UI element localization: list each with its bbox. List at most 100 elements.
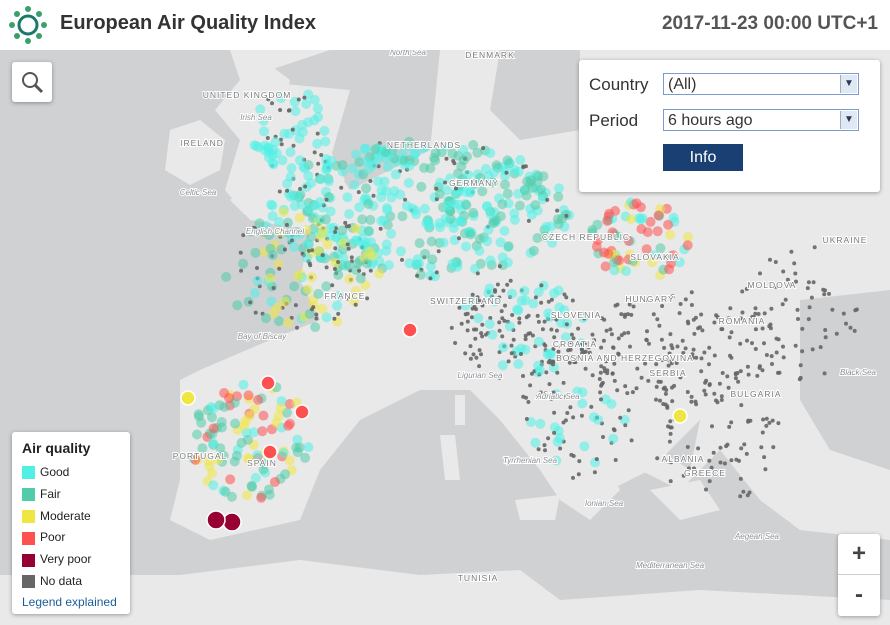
zoom-control: + - (838, 534, 880, 616)
station-dot (599, 364, 604, 369)
station-dot (699, 312, 704, 317)
station-dot (303, 117, 314, 128)
station-dot (441, 142, 452, 152)
station-dot (528, 298, 539, 309)
station-dot (707, 479, 712, 484)
station-dot (449, 325, 454, 330)
station-dot (742, 442, 747, 447)
station-dot (520, 344, 531, 355)
station-dot (744, 287, 749, 291)
period-select[interactable]: 6 hours ago ▼ (663, 109, 859, 131)
logo (9, 6, 47, 44)
station-dot (644, 338, 649, 343)
station-dot (533, 336, 544, 347)
station-dot (440, 213, 451, 224)
station-dot (507, 288, 518, 299)
station-dot (302, 252, 313, 263)
station-dot (563, 395, 568, 399)
station-dot (726, 385, 731, 390)
station-dot (220, 486, 231, 497)
station-dot (316, 161, 321, 166)
station-dot (805, 286, 810, 291)
station-dot (371, 193, 376, 198)
country-select[interactable]: (All) ▼ (663, 73, 859, 95)
station-dot (345, 242, 350, 247)
station-dot (266, 199, 277, 210)
station-dot (576, 326, 581, 331)
zoom-in[interactable]: + (838, 534, 880, 575)
station-dot (542, 443, 547, 448)
station-dot (580, 351, 585, 356)
station-dot (668, 212, 679, 223)
station-dot (374, 268, 385, 279)
station-dot (333, 246, 338, 251)
station-dot (675, 344, 680, 349)
station-dot (585, 341, 590, 346)
station-dot (569, 332, 574, 337)
station-dot (203, 455, 214, 466)
station-dot (208, 438, 219, 449)
station-dot (668, 250, 679, 261)
station-dot (627, 302, 632, 307)
station-dot (479, 331, 484, 336)
station-dot (390, 169, 401, 180)
station-dot (249, 287, 260, 298)
station-dot (292, 447, 303, 458)
station-dot (702, 350, 707, 355)
station-dot (313, 288, 324, 299)
station-dot (267, 211, 278, 222)
station-dot (692, 466, 696, 471)
station-dot (741, 489, 746, 494)
station-dot (610, 371, 615, 376)
station-dot (334, 291, 344, 301)
station-dot (284, 455, 295, 466)
station-dot (315, 197, 325, 208)
station-dot (663, 402, 668, 407)
station-dot (313, 246, 324, 257)
station-dot (582, 311, 587, 316)
zoom-out[interactable]: - (855, 581, 863, 608)
station-dot (425, 270, 436, 281)
station-dot (397, 211, 408, 222)
station-dot (361, 183, 372, 194)
station-dot (589, 404, 594, 409)
station-dot (246, 480, 257, 491)
info-button[interactable]: Info (663, 144, 743, 171)
station-dot (434, 189, 445, 200)
map-labels: DENMARK North Sea UNITED KINGDOM Irish Sea I… (172, 50, 878, 584)
station-dot (302, 284, 313, 295)
station-dot (248, 300, 253, 305)
sea-label: North Sea (390, 50, 427, 57)
station-dot (458, 144, 469, 155)
search-button[interactable] (12, 62, 52, 102)
dropdown-arrow: ▼ (840, 111, 857, 129)
country-label: DENMARK (465, 50, 515, 60)
station-dot (325, 206, 336, 217)
station-dot (735, 371, 740, 375)
station-dot (255, 266, 259, 270)
country-label: SPAIN (247, 458, 277, 468)
station-dot (549, 297, 554, 302)
legend-swatch (22, 509, 35, 523)
station-dot (258, 464, 269, 475)
station-dot (686, 466, 691, 471)
station-dot (262, 444, 278, 460)
station-dot (671, 372, 676, 377)
station-dot (537, 194, 548, 205)
station-dot (386, 228, 397, 239)
country-label: TUNISIA (458, 573, 499, 583)
station-dot (260, 375, 276, 391)
station-dot (465, 328, 470, 333)
station-dot (310, 307, 314, 312)
station-dot (710, 424, 714, 429)
station-dot (528, 331, 533, 336)
station-dot (503, 303, 507, 308)
station-dot (497, 264, 502, 269)
station-dot (621, 266, 632, 277)
station-dot (762, 455, 767, 460)
station-dot (424, 220, 435, 231)
station-dot (744, 451, 749, 456)
legend-link[interactable]: Legend explained (22, 595, 117, 609)
station-dot (626, 214, 636, 224)
station-dot (250, 472, 261, 483)
